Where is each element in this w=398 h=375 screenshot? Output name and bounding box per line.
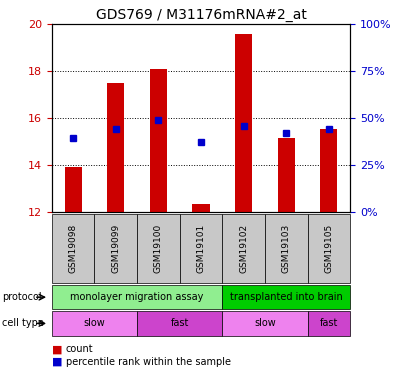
Title: GDS769 / M31176mRNA#2_at: GDS769 / M31176mRNA#2_at: [96, 8, 306, 22]
Bar: [193, 204, 209, 212]
Text: cell type: cell type: [2, 318, 44, 328]
Text: ■: ■: [52, 357, 62, 367]
Text: slow: slow: [84, 318, 105, 328]
Text: transplanted into brain: transplanted into brain: [230, 292, 343, 302]
Text: GSM19100: GSM19100: [154, 224, 163, 273]
Bar: [235, 34, 252, 212]
Text: fast: fast: [170, 318, 189, 328]
Text: protocol: protocol: [2, 292, 42, 302]
Text: monolayer migration assay: monolayer migration assay: [70, 292, 204, 302]
Text: percentile rank within the sample: percentile rank within the sample: [66, 357, 231, 367]
Text: fast: fast: [320, 318, 338, 328]
Bar: [150, 69, 167, 212]
Bar: [107, 83, 124, 212]
Bar: [320, 129, 338, 212]
Text: GSM19105: GSM19105: [324, 224, 334, 273]
Text: ■: ■: [52, 345, 62, 354]
Bar: [278, 138, 295, 212]
Text: count: count: [66, 345, 93, 354]
Bar: [64, 167, 82, 212]
Text: GSM19103: GSM19103: [282, 224, 291, 273]
Text: GSM19101: GSM19101: [197, 224, 205, 273]
Text: GSM19102: GSM19102: [239, 224, 248, 273]
Text: GSM19098: GSM19098: [68, 224, 78, 273]
Text: GSM19099: GSM19099: [111, 224, 120, 273]
Text: slow: slow: [254, 318, 276, 328]
